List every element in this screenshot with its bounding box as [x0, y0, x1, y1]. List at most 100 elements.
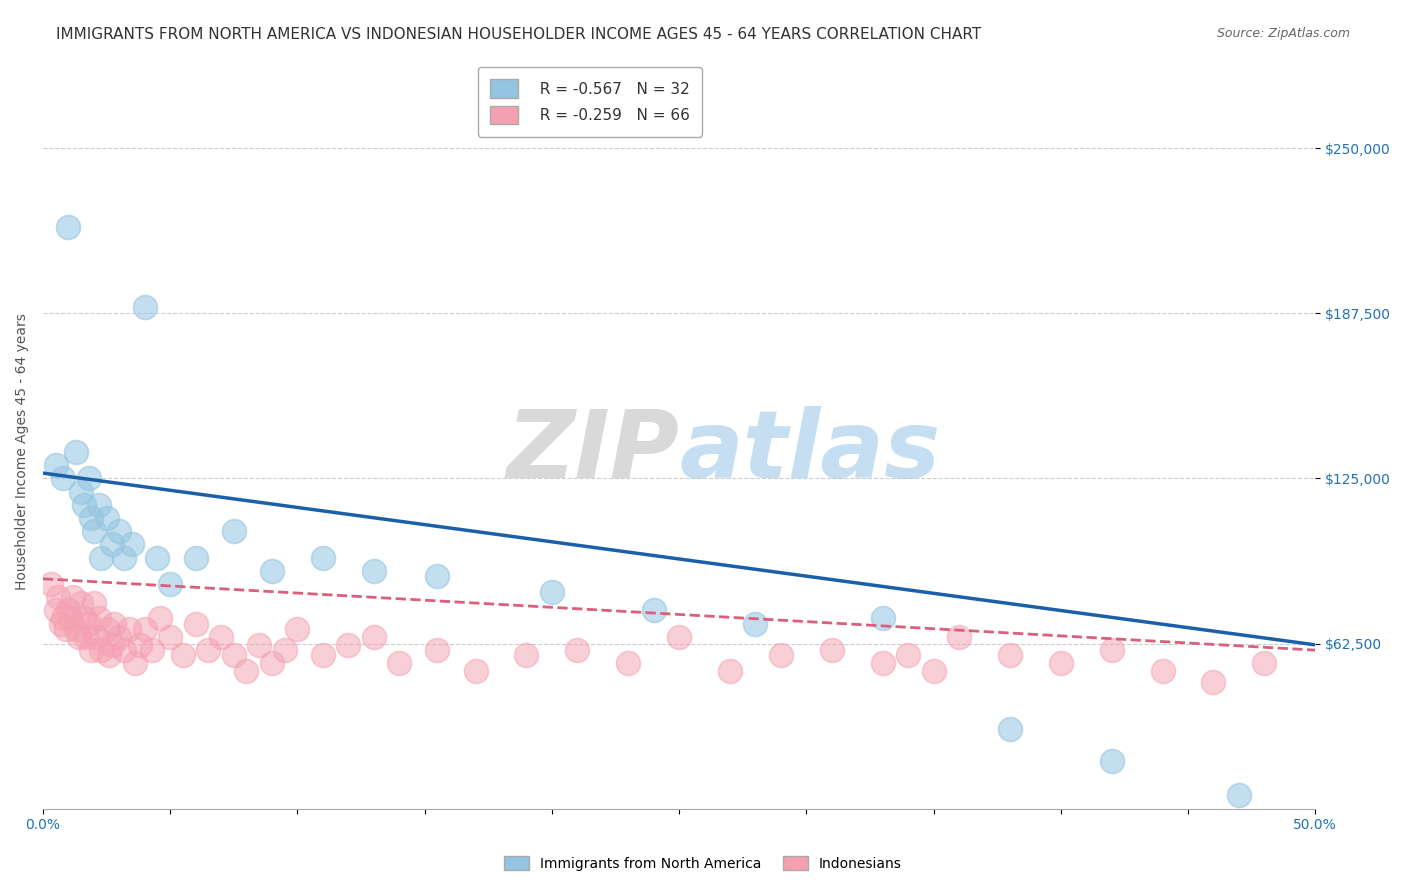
Point — [134, 300, 156, 314]
Point — [159, 577, 181, 591]
Point — [98, 648, 121, 663]
Point — [337, 638, 360, 652]
Point — [75, 630, 97, 644]
Point — [86, 630, 108, 644]
Point — [121, 537, 143, 551]
Point — [312, 550, 335, 565]
Point — [112, 550, 135, 565]
Point — [567, 643, 589, 657]
Point — [96, 511, 118, 525]
Point — [80, 643, 103, 657]
Point — [821, 643, 844, 657]
Point — [388, 657, 411, 671]
Point — [141, 643, 163, 657]
Point — [1101, 754, 1123, 768]
Point — [260, 657, 283, 671]
Point — [52, 471, 75, 485]
Point — [872, 611, 894, 625]
Point — [197, 643, 219, 657]
Point — [70, 596, 93, 610]
Point — [87, 611, 110, 625]
Text: atlas: atlas — [679, 406, 941, 498]
Point — [209, 630, 232, 644]
Point — [108, 524, 131, 539]
Point — [897, 648, 920, 663]
Legend: Immigrants from North America, Indonesians: Immigrants from North America, Indonesia… — [499, 850, 907, 876]
Point — [70, 484, 93, 499]
Point — [90, 643, 112, 657]
Point — [998, 648, 1021, 663]
Point — [1202, 674, 1225, 689]
Point — [872, 657, 894, 671]
Point — [184, 616, 207, 631]
Point — [285, 622, 308, 636]
Point — [1253, 657, 1275, 671]
Point — [58, 603, 80, 617]
Point — [222, 648, 245, 663]
Point — [90, 550, 112, 565]
Point — [77, 616, 100, 631]
Point — [1152, 665, 1174, 679]
Point — [39, 577, 62, 591]
Point — [83, 596, 105, 610]
Point — [363, 564, 385, 578]
Point — [96, 622, 118, 636]
Point — [922, 665, 945, 679]
Point — [55, 622, 77, 636]
Text: Source: ZipAtlas.com: Source: ZipAtlas.com — [1216, 27, 1350, 40]
Point — [643, 603, 665, 617]
Point — [80, 511, 103, 525]
Point — [45, 458, 67, 472]
Point — [77, 471, 100, 485]
Point — [62, 591, 84, 605]
Point — [128, 638, 150, 652]
Point — [58, 220, 80, 235]
Y-axis label: Householder Income Ages 45 - 64 years: Householder Income Ages 45 - 64 years — [15, 313, 30, 591]
Point — [100, 638, 122, 652]
Point — [83, 524, 105, 539]
Point — [65, 445, 87, 459]
Point — [464, 665, 486, 679]
Point — [87, 498, 110, 512]
Point — [65, 622, 87, 636]
Point — [668, 630, 690, 644]
Point — [134, 622, 156, 636]
Point — [45, 603, 67, 617]
Text: ZIP: ZIP — [506, 406, 679, 498]
Point — [146, 550, 169, 565]
Point — [273, 643, 295, 657]
Point — [260, 564, 283, 578]
Point — [235, 665, 257, 679]
Point — [247, 638, 270, 652]
Point — [59, 611, 82, 625]
Point — [124, 657, 146, 671]
Point — [363, 630, 385, 644]
Point — [159, 630, 181, 644]
Legend:   R = -0.567   N = 32,   R = -0.259   N = 66: R = -0.567 N = 32, R = -0.259 N = 66 — [478, 67, 702, 136]
Point — [426, 569, 449, 583]
Point — [72, 498, 94, 512]
Point — [1227, 789, 1250, 803]
Point — [118, 622, 141, 636]
Point — [744, 616, 766, 631]
Point — [112, 643, 135, 657]
Point — [948, 630, 970, 644]
Point — [718, 665, 741, 679]
Point — [617, 657, 640, 671]
Point — [100, 537, 122, 551]
Point — [67, 630, 90, 644]
Point — [1101, 643, 1123, 657]
Point — [1049, 657, 1071, 671]
Point — [184, 550, 207, 565]
Point — [49, 616, 72, 631]
Point — [172, 648, 194, 663]
Point — [998, 723, 1021, 737]
Point — [426, 643, 449, 657]
Point — [769, 648, 792, 663]
Point — [149, 611, 172, 625]
Point — [52, 611, 75, 625]
Point — [540, 585, 562, 599]
Text: IMMIGRANTS FROM NORTH AMERICA VS INDONESIAN HOUSEHOLDER INCOME AGES 45 - 64 YEAR: IMMIGRANTS FROM NORTH AMERICA VS INDONES… — [56, 27, 981, 42]
Point — [72, 611, 94, 625]
Point — [103, 616, 125, 631]
